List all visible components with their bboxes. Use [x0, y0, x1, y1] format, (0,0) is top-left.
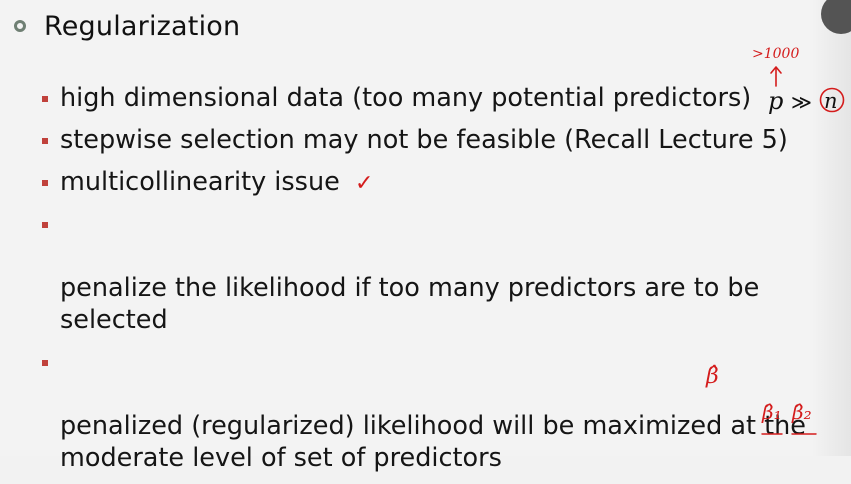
bullet-item: high dimensional data (too many potentia… [42, 82, 832, 114]
slide-title-row: Regularization [14, 6, 240, 46]
bullet-text: high dimensional data (too many potentia… [60, 83, 752, 113]
title-bullet-icon [14, 20, 26, 32]
bullet-item: penalize the likelihood if too many pred… [42, 208, 832, 336]
math-n: n [824, 89, 838, 113]
slide: Regularization high dimensional data (to… [14, 0, 851, 473]
handwritten-underline-icon [761, 433, 817, 435]
bullet-marker-icon [42, 138, 48, 144]
bullet-text: stepwise selection may not be feasible (… [60, 125, 788, 155]
handwritten-check-icon: ✓ [355, 171, 374, 196]
handwritten-over-p: >1000 [752, 46, 800, 62]
bullet-marker-icon [42, 222, 48, 228]
math-p: p [768, 87, 784, 115]
bullet-text: penalize the likelihood if too many pred… [60, 273, 760, 335]
bullet-marker-icon [42, 360, 48, 366]
slide-title: Regularization [44, 10, 241, 42]
bullet-marker-icon [42, 180, 48, 186]
handwritten-beta2-hat: β̂₂ [792, 400, 812, 424]
math-much-greater: ≫ [791, 90, 812, 114]
edge-shadow [811, 0, 851, 456]
bullet-item: multicollinearity issue [42, 166, 832, 198]
bullet-item: stepwise selection may not be feasible (… [42, 124, 832, 156]
bullet-text: penalized (regularized) likelihood will … [60, 411, 806, 473]
handwritten-beta1-hat: β̂₁ [762, 400, 782, 424]
bullet-list: high dimensional data (too many potentia… [42, 82, 832, 484]
bullet-marker-icon [42, 96, 48, 102]
handwritten-arrow-icon [770, 66, 782, 87]
handwritten-beta-hat: β̂ [706, 364, 719, 389]
handwritten-circle-icon [819, 87, 845, 113]
bullet-text: multicollinearity issue [60, 167, 340, 197]
